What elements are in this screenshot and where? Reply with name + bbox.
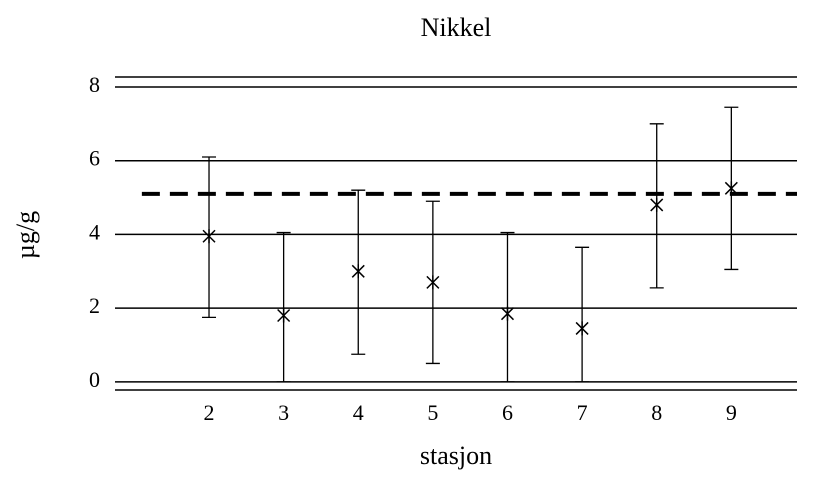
x-tick-label: 8 (651, 400, 662, 425)
y-tick-label: 0 (89, 367, 100, 392)
x-tick-label: 4 (353, 400, 364, 425)
point (724, 181, 738, 196)
y-tick-label: 6 (89, 146, 100, 171)
error-bar (276, 231, 291, 383)
x-tick-label: 2 (204, 400, 215, 425)
x-tick-label: 6 (502, 400, 513, 425)
chart-title: Nikkel (421, 13, 492, 42)
point (277, 308, 291, 323)
point (426, 275, 440, 290)
error-bar (575, 246, 590, 383)
point (500, 306, 515, 321)
x-tick-label: 7 (577, 400, 588, 425)
y-axis-label: µg/g (11, 211, 40, 259)
point (650, 197, 664, 212)
point (351, 264, 365, 279)
x-tick-label: 3 (278, 400, 289, 425)
y-tick-label: 2 (89, 293, 100, 318)
point (202, 229, 216, 244)
x-tick-label: 9 (726, 400, 737, 425)
y-tick-label: 4 (89, 219, 100, 244)
x-axis-label: stasjon (420, 441, 492, 470)
point (575, 321, 589, 336)
x-tick-label: 5 (427, 400, 438, 425)
y-tick-label: 8 (89, 72, 100, 97)
